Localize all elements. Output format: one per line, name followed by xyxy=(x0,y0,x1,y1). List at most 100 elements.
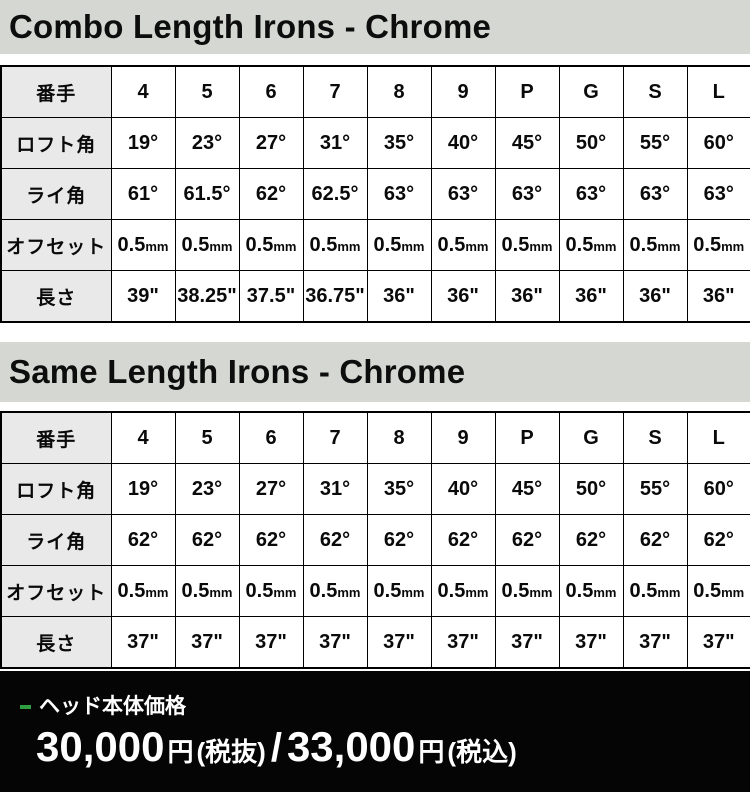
row-label-cell: ライ角 xyxy=(0,514,112,566)
spec-value-cell: 62° xyxy=(238,168,304,220)
spec-value-cell: 0.5mm xyxy=(430,219,496,271)
spec-value-cell: 0.5mm xyxy=(302,219,368,271)
price-label: ヘッド本体価格 xyxy=(39,695,186,718)
spec-value-cell: 0.5mm xyxy=(110,565,176,617)
mm-unit: mm xyxy=(721,238,745,254)
spec-value-cell: 31° xyxy=(302,117,368,169)
spec-value-cell: 0.5mm xyxy=(430,565,496,617)
spec-value-cell: 60° xyxy=(686,117,750,169)
spec-value-cell: 63° xyxy=(686,168,750,220)
spec-value-cell: 37" xyxy=(558,616,624,669)
price-incl-tax-unit: 円 xyxy=(418,737,445,767)
spec-value-cell: 36" xyxy=(622,270,688,323)
spec-value-cell: 23° xyxy=(174,463,240,515)
spec-value-cell: 27° xyxy=(238,463,304,515)
spec-value-cell: 37" xyxy=(302,616,368,669)
price-excl-tax-unit: 円 xyxy=(167,737,194,767)
spec-value-cell: 63° xyxy=(558,168,624,220)
spec-value-cell: 23° xyxy=(174,117,240,169)
row-label-cell: ロフト角 xyxy=(0,117,112,169)
spec-value-cell: 63° xyxy=(366,168,432,220)
mm-unit: mm xyxy=(337,584,361,600)
row-label-cell: オフセット xyxy=(0,565,112,617)
price-separator: / xyxy=(270,726,282,770)
spec-value-cell: 31° xyxy=(302,463,368,515)
spec-value-cell: 62° xyxy=(238,514,304,566)
club-number-cell: S xyxy=(622,65,688,118)
spec-value-cell: 36" xyxy=(558,270,624,323)
spec-value-cell: 62° xyxy=(494,514,560,566)
spec-value-cell: 0.5mm xyxy=(686,565,750,617)
spec-value-cell: 0.5mm xyxy=(366,219,432,271)
spec-value-cell: 62° xyxy=(430,514,496,566)
club-number-cell: S xyxy=(622,411,688,464)
mm-unit: mm xyxy=(145,238,169,254)
spec-value-cell: 36" xyxy=(366,270,432,323)
spec-value-cell: 19° xyxy=(110,117,176,169)
row-label-cell: ライ角 xyxy=(0,168,112,220)
spec-value-cell: 37" xyxy=(686,616,750,669)
club-number-cell: 7 xyxy=(302,65,368,118)
spec-value-cell: 37" xyxy=(174,616,240,669)
spec-row: 長さ 39" 38.25" 37.5" 36.75" 36" 36" 36" 36" 36" 36" xyxy=(0,270,750,323)
spec-value-cell: 37" xyxy=(494,616,560,669)
combo-length-spec-table: 番手 4 5 6 7 8 9 P G S L ロフト角 19° 23° 27° 31° 35° 40° 45° 50°… xyxy=(0,65,750,323)
spec-value-cell: 62° xyxy=(686,514,750,566)
mm-unit: mm xyxy=(529,584,553,600)
combo-length-title: Combo Length Irons - Chrome xyxy=(9,8,492,45)
spec-value-cell: 0.5mm xyxy=(366,565,432,617)
spec-value-cell: 62° xyxy=(558,514,624,566)
spec-value-cell: 0.5mm xyxy=(686,219,750,271)
spec-value-cell: 39" xyxy=(110,270,176,323)
mm-unit: mm xyxy=(273,238,297,254)
spec-value-cell: 63° xyxy=(430,168,496,220)
spec-row: ロフト角 19° 23° 27° 31° 35° 40° 45° 50° 55° 60° xyxy=(0,463,750,515)
mm-unit: mm xyxy=(593,584,617,600)
club-number-cell: 6 xyxy=(238,65,304,118)
price-incl-tax-amount: 33,000 xyxy=(286,723,416,770)
club-number-cell: 4 xyxy=(110,411,176,464)
spec-value-cell: 63° xyxy=(494,168,560,220)
spec-value-cell: 27° xyxy=(238,117,304,169)
club-number-cell: 9 xyxy=(430,65,496,118)
spec-row: オフセット 0.5mm 0.5mm 0.5mm 0.5mm 0.5mm 0.5mm 0.5mm… xyxy=(0,565,750,617)
spec-value-cell: 61.5° xyxy=(174,168,240,220)
spec-row: ロフト角 19° 23° 27° 31° 35° 40° 45° 50° 55° 60° xyxy=(0,117,750,169)
spec-value-cell: 0.5mm xyxy=(174,565,240,617)
price-footer: ヘッド本体価格 30,000 円 (税抜) / 33,000 円 (税込) xyxy=(0,671,750,792)
mm-unit: mm xyxy=(657,238,681,254)
spec-value-cell: 62° xyxy=(302,514,368,566)
spec-value-cell: 35° xyxy=(366,117,432,169)
club-number-cell: 5 xyxy=(174,411,240,464)
spec-value-cell: 38.25" xyxy=(174,270,240,323)
mm-unit: mm xyxy=(529,238,553,254)
price-label-row: ヘッド本体価格 xyxy=(20,696,750,717)
mm-unit: mm xyxy=(593,238,617,254)
row-label-cell: 番手 xyxy=(0,411,112,464)
club-number-cell: 7 xyxy=(302,411,368,464)
spec-value-cell: 0.5mm xyxy=(238,219,304,271)
club-number-cell: G xyxy=(558,411,624,464)
same-length-title-bar: Same Length Irons - Chrome xyxy=(0,342,750,402)
price-incl-tax-note: (税込) xyxy=(447,737,517,767)
mm-unit: mm xyxy=(145,584,169,600)
row-label-cell: オフセット xyxy=(0,219,112,271)
spec-value-cell: 37" xyxy=(430,616,496,669)
spec-value-cell: 50° xyxy=(558,463,624,515)
spec-value-cell: 0.5mm xyxy=(110,219,176,271)
spec-value-cell: 37" xyxy=(238,616,304,669)
spec-value-cell: 36" xyxy=(686,270,750,323)
green-dash-icon xyxy=(20,704,31,709)
mm-unit: mm xyxy=(337,238,361,254)
price-excl-tax-note: (税抜) xyxy=(196,737,266,767)
spec-value-cell: 40° xyxy=(430,463,496,515)
spec-value-cell: 37" xyxy=(110,616,176,669)
spec-value-cell: 0.5mm xyxy=(302,565,368,617)
mm-unit: mm xyxy=(209,238,233,254)
spec-value-cell: 37" xyxy=(622,616,688,669)
spec-value-cell: 36.75" xyxy=(302,270,368,323)
mm-unit: mm xyxy=(721,584,745,600)
spec-row: ライ角 62° 62° 62° 62° 62° 62° 62° 62° 62° 62° xyxy=(0,514,750,566)
spec-value-cell: 19° xyxy=(110,463,176,515)
